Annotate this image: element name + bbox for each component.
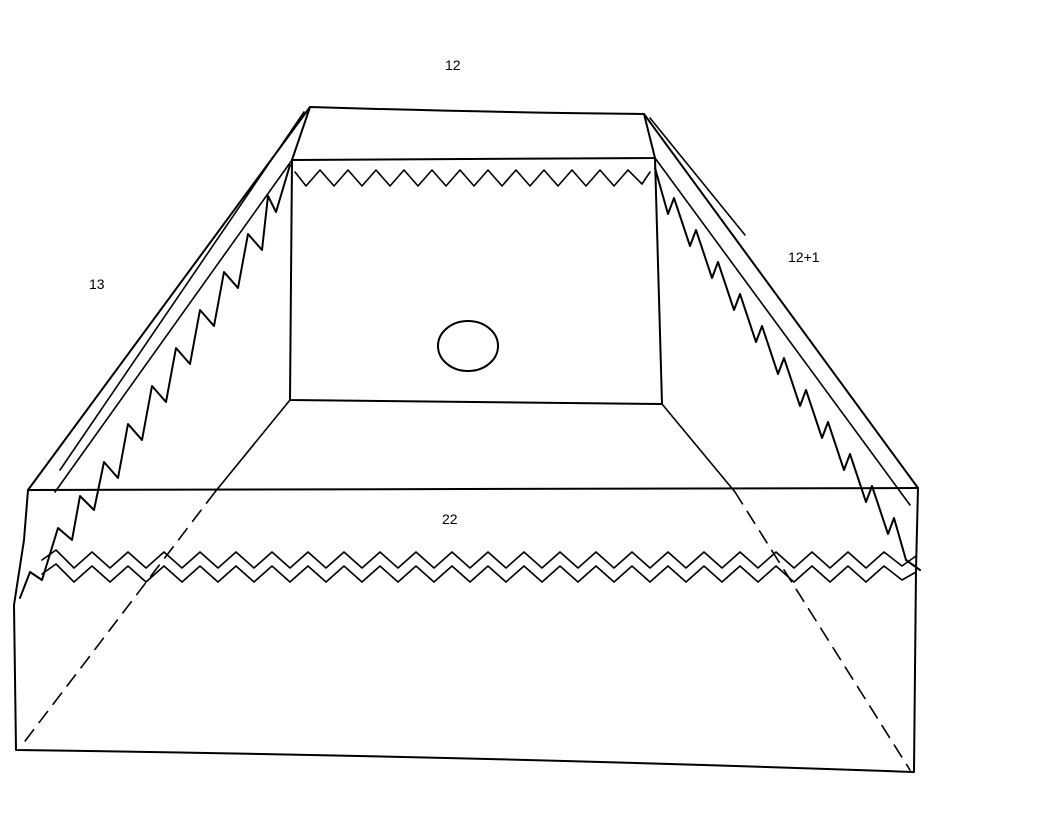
back-zigzag [294, 169, 651, 187]
label-bottom-length: 22 [442, 511, 458, 527]
back-panel [289, 157, 663, 405]
right-zigzag [654, 167, 921, 571]
floor-left-dashed [21, 491, 216, 746]
front-zigzag-lower [41, 563, 917, 583]
floor-right-dashed [734, 491, 911, 771]
front-top-edge [27, 487, 919, 491]
right-outer-edge [643, 113, 919, 489]
floor-right-edge [661, 403, 736, 493]
front-zigzag-upper [41, 549, 917, 569]
left-zigzag [19, 164, 291, 599]
right-inner-edge [649, 117, 911, 506]
label-left-length: 13 [89, 276, 105, 292]
label-top-length: 12 [445, 57, 461, 73]
label-right-length: 12+1 [788, 249, 820, 265]
front-panel [13, 487, 919, 773]
hole-circle [437, 320, 499, 372]
floor-left-edge [214, 399, 291, 493]
left-inner-edge [54, 111, 305, 493]
top-edge [291, 106, 656, 161]
